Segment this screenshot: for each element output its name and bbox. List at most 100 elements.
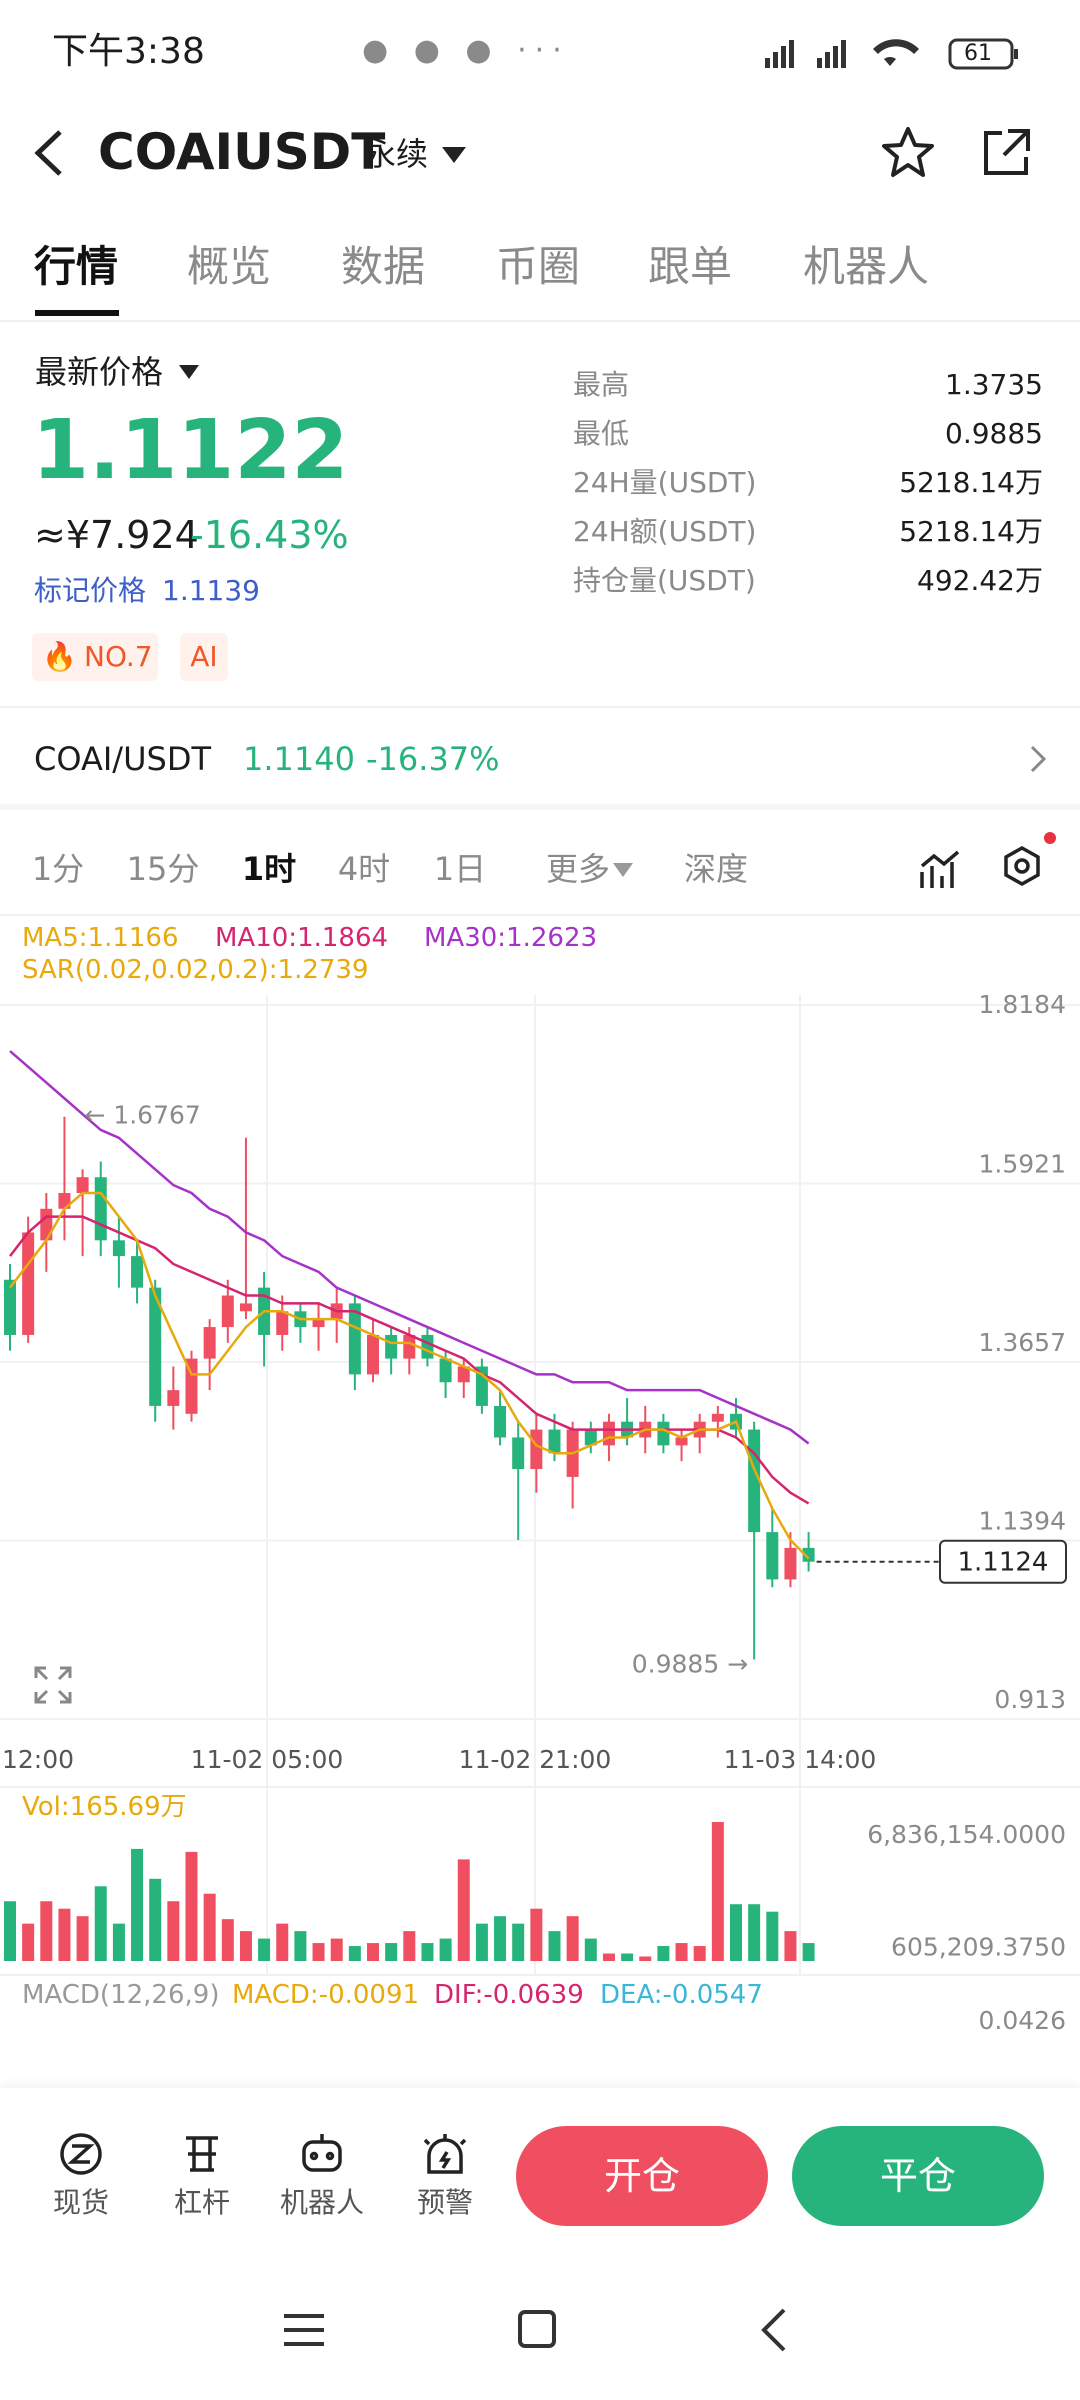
volume-bar [131,1848,144,1961]
divider [0,804,1080,810]
spot-pair[interactable]: COAI/USDT [34,740,211,778]
close-button[interactable]: 平仓 [792,2126,1044,2226]
candle-body [548,1429,561,1454]
candle-body [149,1287,162,1406]
favorite-button[interactable] [880,125,936,181]
settings-button[interactable] [998,826,1056,892]
indicator-button[interactable] [918,848,962,892]
tab[interactable]: 行情 [33,242,119,291]
stat-label: 24H量(USDT) [573,466,757,499]
open-button[interactable]: 开仓 [516,2126,768,2226]
status-signal [765,38,1018,70]
y-tick-label: 1.8184 [979,990,1066,1019]
interval[interactable]: 1时 [241,850,297,888]
volume-bar [112,1923,125,1961]
interval[interactable]: 1分 [31,850,85,888]
rank-chip[interactable]: 🔥 NO.7 [32,633,158,681]
candle-body [439,1358,452,1383]
candle-body [766,1532,779,1580]
contract-type[interactable]: 永续 [364,135,429,173]
volume-bar [566,1916,579,1961]
status-time: 下午3:38 [52,31,205,72]
battery-level: 61 [964,41,992,66]
mark-price-label: 标记价格 [34,574,147,607]
x-tick-label: 11-02 05:00 [191,1745,344,1774]
stat-value: 5218.14万 [899,515,1043,548]
nav-item[interactable]: 现货 [52,2186,110,2219]
tab-underline [35,310,119,316]
divider [0,1974,1080,1976]
interval[interactable]: 4时 [337,850,391,888]
symbol[interactable]: COAIUSDT [98,123,386,181]
volume-bar [657,1946,670,1961]
candle-body [403,1334,416,1359]
price-cny: ≈¥7.924 [34,513,199,557]
volume-bar [675,1943,688,1961]
interval[interactable]: 15分 [126,850,200,888]
interval[interactable]: 更多 [545,850,611,888]
price-change: -16.43% [190,513,349,557]
candle-body [784,1547,797,1580]
candle-body [239,1303,252,1312]
volume-bar [748,1904,761,1961]
rank: NO.7 [84,640,153,673]
tab[interactable]: 数据 [340,242,426,291]
volume-bar [94,1886,107,1961]
volume-bar [711,1822,724,1961]
volume-bar [548,1931,561,1961]
y-tick-label: 1.3657 [979,1328,1066,1357]
nav-item[interactable]: 杠杆 [173,2186,231,2219]
divider [0,320,1080,322]
volume-bar [367,1943,379,1961]
tag-chip[interactable]: AI [180,633,228,681]
volume-tick-label: 6,836,154.0000 [867,1820,1066,1849]
volume-bar [330,1938,343,1961]
y-tick-label: 1.1394 [979,1506,1066,1535]
tab[interactable]: 币圈 [495,242,581,291]
divider [0,706,1080,708]
dropdown-arrow [442,147,466,163]
candle-body [40,1208,53,1241]
tab[interactable]: 跟单 [647,242,733,291]
tab[interactable]: 机器人 [802,242,930,291]
macd-tick: 0.0426 [978,2006,1066,2035]
fullscreen-button[interactable] [34,1666,72,1704]
candle-body [711,1413,724,1422]
volume-bar [203,1893,216,1961]
chevron [1030,745,1047,773]
stat-label: 持仓量(USDT) [573,564,756,597]
x-tick-label: 11-03 14:00 [724,1745,877,1774]
price-label[interactable]: 最新价格 [35,353,164,391]
volume-bar [403,1931,416,1961]
candle-body [312,1319,325,1328]
low-label: 0.9885 → [632,1649,748,1678]
nav-icons [60,2133,467,2175]
candle-body [494,1405,507,1438]
interval[interactable]: 深度 [683,850,749,888]
candle-body [221,1295,234,1328]
share-button[interactable] [978,125,1034,181]
tab[interactable]: 概览 [186,242,272,291]
candle-body [657,1421,670,1446]
volume-bar [802,1943,815,1961]
nav-item[interactable]: 预警 [416,2186,474,2219]
back-button[interactable] [30,128,70,178]
candle-body [185,1358,198,1414]
spot-price: 1.1140 [243,740,355,778]
volume-bar [149,1878,162,1961]
ma10-line [9,1215,810,1505]
volume-bar [693,1946,706,1961]
ma5-line [9,1191,810,1560]
interval[interactable]: 1日 [433,850,487,888]
volume-bar [475,1923,488,1961]
candle-body [112,1240,125,1257]
volume-bar [530,1908,543,1961]
sar-label: SAR(0.02,0.02,0.2):1.2739 [22,955,369,985]
candle-body [367,1334,379,1375]
candle-body [512,1437,525,1470]
nav-item[interactable]: 机器人 [279,2186,365,2219]
y-tick-label: 1.5921 [979,1149,1066,1178]
